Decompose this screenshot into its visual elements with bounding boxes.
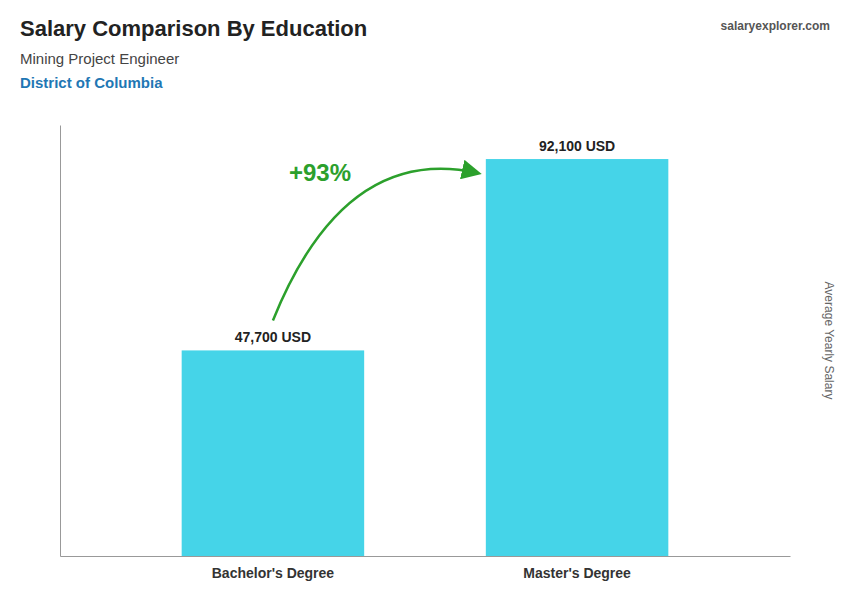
source: salaryexplorer.com: [721, 19, 830, 33]
x-tick: Master's Degree: [523, 565, 631, 581]
x-axis: Bachelor's Degree Master's Degree: [61, 557, 791, 581]
data-label: 47,700 USD: [235, 329, 311, 345]
y-axis: [60, 126, 61, 557]
x-axis-line: [61, 556, 791, 557]
data-label: 92,100 USD: [539, 138, 615, 154]
bar: [182, 350, 365, 556]
y-axis-line: [60, 126, 61, 557]
x-tick-label: Bachelor's Degree: [212, 565, 335, 581]
change-arrow: [273, 169, 478, 321]
bar: [486, 159, 669, 556]
x-tick: Bachelor's Degree: [212, 565, 335, 581]
subtitle: Mining Project Engineer: [20, 50, 179, 67]
location: District of Columbia: [20, 74, 163, 91]
plot: Bachelor's Degree Master's Degree 47,700 U…: [61, 126, 791, 581]
title: Salary Comparison By Education: [20, 16, 367, 41]
y-axis-title: Average Yearly Salary: [822, 282, 836, 400]
data-labels: 47,700 USD 92,100 USD: [235, 138, 615, 345]
chart: Salary Comparison By Education Mining Pro…: [0, 0, 850, 606]
bars: [182, 159, 669, 556]
x-tick-label: Master's Degree: [523, 565, 631, 581]
change-label: +93%: [289, 159, 351, 186]
